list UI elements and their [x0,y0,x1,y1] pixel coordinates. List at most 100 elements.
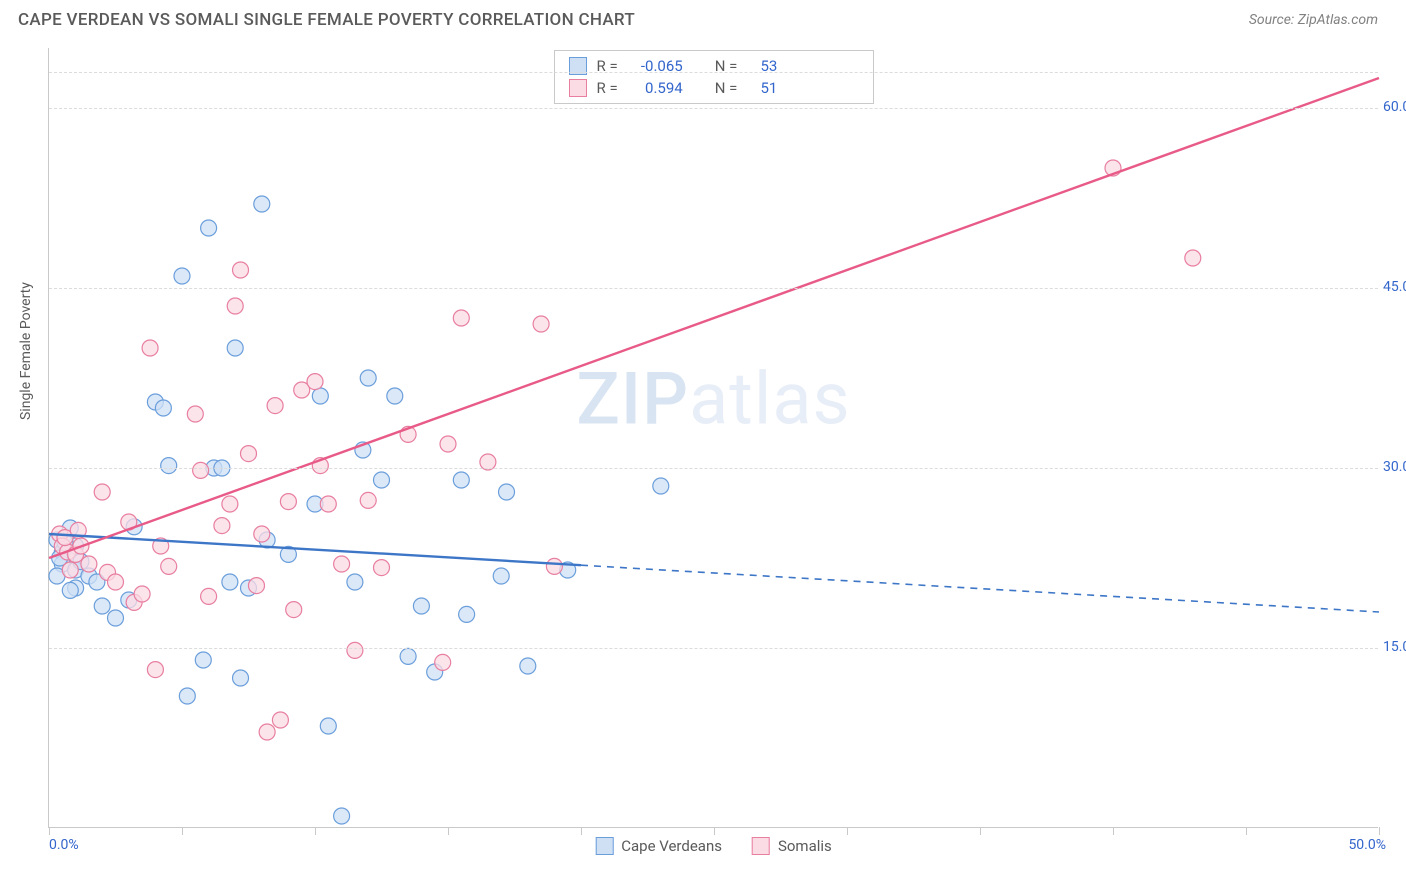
chart-title: CAPE VERDEAN VS SOMALI SINGLE FEMALE POV… [18,10,635,30]
data-point [347,574,363,590]
data-point [214,518,230,534]
data-point [134,586,150,602]
data-point [108,574,124,590]
correlation-stats-box: R = -0.065 N = 53 R = 0.594 N = 51 [554,50,874,104]
data-point [227,340,243,356]
data-point [254,526,270,542]
data-point [267,398,283,414]
x-tick [315,827,316,835]
scatter-svg [49,48,1378,827]
data-point [347,642,363,658]
n-value-1: 51 [747,79,777,97]
data-point [254,196,270,212]
data-point [161,458,177,474]
data-point [94,598,110,614]
data-point [201,588,217,604]
x-tick [1246,827,1247,835]
x-tick [448,827,449,835]
data-point [161,558,177,574]
chart-plot-area: ZIPatlas R = -0.065 N = 53 R = 0.594 N =… [48,48,1378,828]
data-point [227,298,243,314]
data-point [272,712,288,728]
data-point [108,610,124,626]
data-point [413,598,429,614]
data-point [241,446,257,462]
stats-row-cape-verdeans: R = -0.065 N = 53 [569,55,859,77]
data-point [653,478,669,494]
data-point [187,406,203,422]
gridline-h [49,648,1378,649]
data-point [453,472,469,488]
data-point [174,268,190,284]
r-label-1: R = [597,79,618,97]
data-point [360,492,376,508]
stats-row-somalis: R = 0.594 N = 51 [569,77,859,99]
data-point [334,556,350,572]
data-point [320,496,336,512]
gridline-h [49,288,1378,289]
data-point [155,400,171,416]
data-point [533,316,549,332]
n-label-1: N = [715,79,738,97]
data-point [233,670,249,686]
y-tick-label: 45.0% [1383,279,1406,295]
legend-swatch-cape-verdeans [595,837,613,855]
data-point [453,310,469,326]
data-point [374,560,390,576]
regression-line [49,534,581,565]
data-point [374,472,390,488]
r-value-1: 0.594 [628,79,683,97]
y-tick-label: 30.0% [1383,459,1406,475]
data-point [387,388,403,404]
data-point [201,220,217,236]
x-tick [581,827,582,835]
data-point [435,654,451,670]
data-point [179,688,195,704]
legend-item-somalis: Somalis [752,837,832,855]
data-point [320,718,336,734]
y-tick-label: 60.0% [1383,99,1406,115]
data-point [1185,250,1201,266]
legend: Cape Verdeans Somalis [595,837,832,855]
data-point [400,648,416,664]
data-point [222,574,238,590]
data-point [499,484,515,500]
data-point [334,808,350,824]
chart-header: CAPE VERDEAN VS SOMALI SINGLE FEMALE POV… [0,0,1406,38]
y-tick-label: 15.0% [1383,639,1406,655]
x-tick [1113,827,1114,835]
data-point [307,374,323,390]
data-point [94,484,110,500]
data-point [520,658,536,674]
data-point [286,602,302,618]
legend-item-cape-verdeans: Cape Verdeans [595,837,722,855]
x-tick [49,827,50,835]
legend-label-0: Cape Verdeans [621,837,722,855]
source-label: Source: ZipAtlas.com [1249,12,1378,28]
x-tick [182,827,183,835]
data-point [248,578,264,594]
data-point [62,582,78,598]
y-axis-label: Single Female Poverty [18,282,34,420]
data-point [546,558,562,574]
x-tick-label: 0.0% [49,837,79,853]
data-point [62,562,78,578]
data-point [81,556,97,572]
regression-line-dashed [581,565,1379,612]
data-point [233,262,249,278]
data-point [459,606,475,622]
x-tick [980,827,981,835]
x-tick [1379,827,1380,835]
x-tick [847,827,848,835]
data-point [259,724,275,740]
data-point [193,462,209,478]
x-tick [714,827,715,835]
data-point [147,662,163,678]
x-tick-label: 50.0% [1348,837,1386,853]
legend-label-1: Somalis [778,837,832,855]
data-point [493,568,509,584]
data-point [142,340,158,356]
gridline-h [49,108,1378,109]
gridline-h [49,468,1378,469]
data-point [312,388,328,404]
